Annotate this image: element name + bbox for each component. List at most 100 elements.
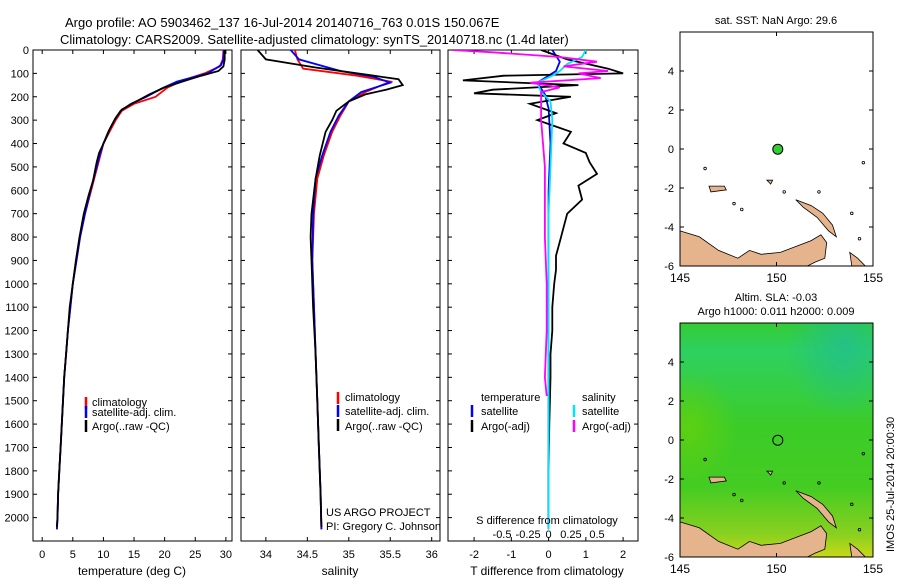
land-polygon (795, 490, 838, 529)
map-y-tick-label: -2 (664, 183, 674, 195)
island (703, 457, 707, 462)
map-x-tick-label: 145 (670, 271, 690, 285)
argo-position-marker (772, 143, 784, 155)
y-tick-label: 800 (11, 232, 29, 244)
legend-label-s-satellite: satellite (582, 406, 619, 418)
island (740, 498, 744, 503)
y-tick-label: 700 (11, 209, 29, 221)
difference-legend: temperature satellite Argo(-adj) salinit… (470, 392, 631, 433)
sla-map-marker (772, 434, 784, 446)
depth-axis: 0 100 200 300 400 500 600 700 800 900 1000 1100 1200… (5, 45, 232, 525)
x-tick-label: 35.5 (380, 549, 401, 561)
legend-label-t-satellite: satellite (481, 406, 518, 418)
legend-label-t-argo: Argo(-adj) (481, 421, 530, 433)
s-diff-tick-label: -0.5 (493, 529, 512, 541)
legend-label-climatology: climatology (345, 392, 401, 404)
difference-x-axis: -2 -1 0 1 2 (469, 50, 626, 561)
island (732, 201, 736, 206)
y-tick-label: 1000 (5, 279, 29, 291)
y-tick-label: 1300 (5, 349, 29, 361)
x-tick-label: -2 (469, 549, 479, 561)
y-tick-label: 100 (11, 68, 29, 80)
temperature-series (56, 50, 226, 530)
series-line (462, 50, 624, 527)
x-tick-label: 20 (159, 549, 171, 561)
y-tick-label: 1400 (5, 372, 29, 384)
map-x-tick-label: 150 (766, 271, 786, 285)
map-y-tick-label: 2 (668, 105, 674, 117)
x-tick-label: 0 (546, 549, 552, 561)
salinity-axes-frame (240, 49, 441, 542)
difference-panel: -2 -1 0 1 2 S difference from climatology -0… (447, 49, 639, 578)
sla-map-panel: Altim. SLA: -0.03 Argo h1000: 0.011 h200… (664, 292, 883, 576)
difference-depth-ticks (448, 49, 638, 519)
s-diff-tick-label: 0 (546, 529, 552, 541)
salinity-x-axis: 34 34.5 35 35.5 36 (260, 50, 438, 561)
x-tick-label: 10 (97, 549, 109, 561)
y-tick-label: 1600 (5, 419, 29, 431)
salinity-depth-ticks (241, 49, 440, 519)
x-tick-label: 0 (39, 549, 45, 561)
x-tick-label: 2 (620, 549, 626, 561)
salinity-series (256, 50, 405, 530)
series-line (56, 50, 225, 530)
imos-stamp: IMOS 25-Jul-2014 20:00:30 (885, 417, 897, 552)
x-tick-label: 36 (426, 549, 438, 561)
map-y-tick-label: -6 (664, 552, 674, 564)
map-y-tick-label: 4 (668, 66, 674, 78)
y-tick-label: 400 (11, 139, 29, 151)
legend-label-climatology: climatology (92, 397, 148, 409)
x-tick-label: -1 (506, 549, 516, 561)
map-y-tick-label: -4 (664, 513, 674, 525)
sla-map-field-low (680, 323, 873, 557)
x-tick-label: 1 (583, 549, 589, 561)
island (850, 502, 854, 507)
t-diff-axis-label: T difference from climatology (470, 564, 624, 578)
temperature-axes-frame (32, 49, 233, 542)
s-diff-ticks: -0.5 -0.25 0 0.25 0.5 (493, 529, 605, 541)
map-x-tick-label: 155 (863, 562, 883, 576)
y-tick-label: 1100 (5, 302, 29, 314)
y-tick-label: 200 (11, 92, 29, 104)
y-tick-label: 500 (11, 162, 29, 174)
x-tick-label: 15 (128, 549, 140, 561)
s-diff-axis-label: S difference from climatology (476, 515, 618, 527)
project-label: US ARGO PROJECT (326, 507, 431, 519)
legend-title-salinity: salinity (582, 392, 616, 404)
map-y-tick-label: -4 (664, 222, 674, 234)
island (857, 528, 862, 532)
legend-title-temperature: temperature (481, 392, 540, 404)
y-tick-label: 1900 (5, 489, 29, 501)
temperature-panel: 0100200300400500600700800900100011001200… (5, 45, 233, 578)
temperature-x-axis: 0 5 10 15 20 25 30 (39, 50, 232, 561)
island (732, 492, 736, 497)
sst-map-marker (772, 143, 784, 155)
land-polygon (679, 521, 828, 558)
map-x-tick-label: 145 (670, 562, 690, 576)
legend-label-argo: Argo(..raw -QC) (345, 421, 423, 433)
island (857, 236, 862, 241)
map-x-tick-label: 150 (766, 562, 786, 576)
series-line (294, 50, 394, 530)
argo-position-marker (772, 434, 784, 446)
legend-label-satellite: satellite-adj. clim. (92, 407, 176, 419)
series-line (56, 50, 226, 528)
y-tick-label: 0 (23, 45, 29, 57)
map-y-tick-label: -2 (664, 474, 674, 486)
x-tick-label: 25 (189, 549, 201, 561)
series-line (536, 50, 561, 530)
series-line (256, 50, 405, 528)
s-diff-tick-label: -0.25 (516, 529, 541, 541)
series-line (56, 50, 225, 530)
x-tick-label: 34 (260, 549, 272, 561)
land-polygon (708, 476, 727, 484)
land-polygon (708, 185, 727, 193)
island (861, 160, 866, 165)
legend-label-satellite: satellite-adj. clim. (345, 406, 429, 418)
x-tick-label: 35 (343, 549, 355, 561)
temperature-x-label: temperature (deg C) (78, 564, 186, 578)
header-line-1: Argo profile: AO 5903462_137 16-Jul-2014… (65, 15, 500, 30)
